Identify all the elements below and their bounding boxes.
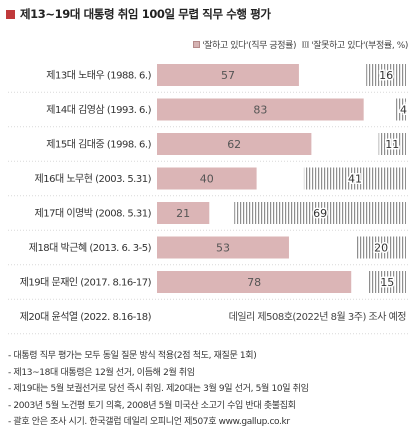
- data-label-positive: 53: [216, 242, 230, 255]
- data-label-positive: 57: [221, 69, 235, 82]
- bar-negative: [378, 133, 406, 155]
- legend-swatch-positive: [193, 40, 201, 48]
- category-label: 제16대 노무현 (2003. 5.31): [35, 173, 152, 185]
- footnote: - 2003년 5월 노건평 토기 의혹, 2008년 5월 미국산 소고기 수…: [8, 400, 296, 411]
- category-label: 제13대 노태우 (1988. 6.): [46, 70, 151, 82]
- footnote: - 제19대는 5월 보궐선거로 당선 즉시 취임. 제20대는 3월 9일 선…: [8, 384, 309, 394]
- data-label-negative: 16: [379, 69, 393, 82]
- footnote: - 제13~18대 대통령은 12월 선거, 이듬해 2월 취임: [8, 367, 195, 378]
- data-label-negative: 11: [385, 138, 399, 151]
- data-label-negative: 69: [313, 207, 327, 220]
- bar-positive: [157, 236, 289, 259]
- bar-positive: [157, 167, 257, 190]
- bar-positive: [157, 98, 364, 121]
- legend-label-positive: '잘하고 있다'(직무 긍정률): [202, 40, 297, 51]
- data-label-negative: 41: [348, 173, 362, 186]
- chart-title: 제13~19대 대통령 취임 100일 무렵 직무 수행 평가: [20, 7, 271, 21]
- bar-negative: [303, 167, 406, 190]
- annotation-label: 데일리 제508호(2022년 8월 3주) 조사 예정: [229, 311, 406, 323]
- category-label: 제15대 김대중 (1998. 6.): [46, 139, 151, 151]
- data-label-positive: 40: [200, 173, 214, 186]
- category-label: 제18대 박근혜 (2013. 6. 3-5): [29, 242, 152, 254]
- bar-negative: [396, 98, 406, 121]
- legend-swatch-negative: [302, 40, 310, 48]
- bar-positive: [157, 64, 299, 86]
- bar-positive: [157, 271, 352, 293]
- data-label-positive: 62: [227, 138, 241, 151]
- bar-negative: [234, 202, 406, 224]
- footnote: - 괄호 안은 조사 시기. 한국갤럽 데일리 오피니언 제507호 www.g…: [8, 417, 290, 427]
- category-label: 제20대 윤석열 (2022. 8.16-18): [20, 311, 152, 323]
- data-label-positive: 21: [176, 207, 190, 220]
- category-label: 제17대 이명박 (2008. 5.31): [35, 208, 152, 220]
- data-label-negative: 4: [400, 104, 407, 117]
- data-label-positive: 78: [247, 276, 261, 289]
- category-label: 제14대 김영삼 (1993. 6.): [46, 104, 151, 116]
- bar-negative: [366, 64, 406, 86]
- legend: '잘하고 있다'(직무 긍정률) '잘못하고 있다'(부정률, %): [193, 37, 408, 51]
- footnote: - 대통령 직무 평가는 모두 동일 질문 방식 적용(2점 척도, 재질문 1…: [8, 351, 257, 361]
- data-label-negative: 20: [374, 242, 388, 255]
- bar-negative: [356, 236, 406, 259]
- bar-negative: [368, 271, 406, 293]
- chart-header: 제13~19대 대통령 취임 100일 무렵 직무 수행 평가: [6, 4, 410, 24]
- chart-plot: 제13대 노태우 (1988. 6.) 57 16 제14대 김영삼 (1993. 6…: [8, 64, 410, 335]
- data-label-positive: 83: [253, 104, 267, 117]
- bar-positive: [157, 202, 210, 224]
- title-marker-square: [6, 9, 15, 19]
- legend-label-negative: '잘못하고 있다'(부정률, %): [311, 40, 408, 51]
- bar-positive: [157, 133, 312, 155]
- footnotes: - 대통령 직무 평가는 모두 동일 질문 방식 적용(2점 척도, 재질문 1…: [8, 348, 412, 431]
- data-label-negative: 15: [380, 276, 394, 289]
- category-label: 제19대 문재인 (2017. 8.16-17): [20, 277, 152, 289]
